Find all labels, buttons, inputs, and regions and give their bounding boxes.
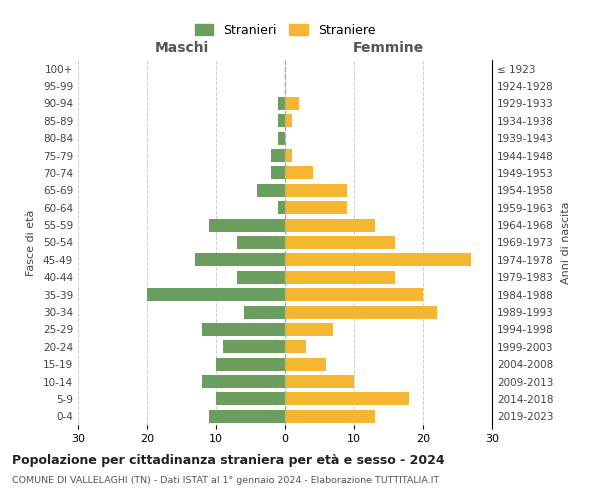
Bar xyxy=(285,288,423,301)
Bar xyxy=(285,236,395,249)
Bar xyxy=(285,340,306,353)
Bar xyxy=(278,114,285,128)
Bar xyxy=(285,97,299,110)
Text: Maschi: Maschi xyxy=(154,41,209,55)
Bar xyxy=(216,392,285,406)
Bar xyxy=(278,132,285,144)
Bar xyxy=(285,306,437,318)
Y-axis label: Fasce di età: Fasce di età xyxy=(26,210,36,276)
Bar xyxy=(244,306,285,318)
Bar xyxy=(285,410,374,423)
Bar xyxy=(223,340,285,353)
Bar xyxy=(285,218,374,232)
Bar xyxy=(285,184,347,197)
Text: Femmine: Femmine xyxy=(353,41,424,55)
Bar xyxy=(278,201,285,214)
Bar xyxy=(285,323,334,336)
Bar xyxy=(216,358,285,370)
Legend: Stranieri, Straniere: Stranieri, Straniere xyxy=(190,19,380,42)
Bar xyxy=(237,270,285,284)
Bar xyxy=(285,114,292,128)
Bar xyxy=(257,184,285,197)
Bar xyxy=(196,254,285,266)
Bar xyxy=(202,375,285,388)
Bar xyxy=(285,392,409,406)
Bar xyxy=(285,270,395,284)
Text: Popolazione per cittadinanza straniera per età e sesso - 2024: Popolazione per cittadinanza straniera p… xyxy=(12,454,445,467)
Bar xyxy=(285,358,326,370)
Bar xyxy=(285,201,347,214)
Bar xyxy=(202,323,285,336)
Bar xyxy=(285,149,292,162)
Bar xyxy=(147,288,285,301)
Bar xyxy=(285,254,472,266)
Bar xyxy=(285,166,313,179)
Bar xyxy=(209,218,285,232)
Bar xyxy=(271,166,285,179)
Bar xyxy=(285,375,354,388)
Y-axis label: Anni di nascita: Anni di nascita xyxy=(560,201,571,284)
Text: COMUNE DI VALLELAGHI (TN) - Dati ISTAT al 1° gennaio 2024 - Elaborazione TUTTITA: COMUNE DI VALLELAGHI (TN) - Dati ISTAT a… xyxy=(12,476,439,485)
Bar xyxy=(237,236,285,249)
Bar xyxy=(278,97,285,110)
Bar xyxy=(271,149,285,162)
Bar xyxy=(209,410,285,423)
